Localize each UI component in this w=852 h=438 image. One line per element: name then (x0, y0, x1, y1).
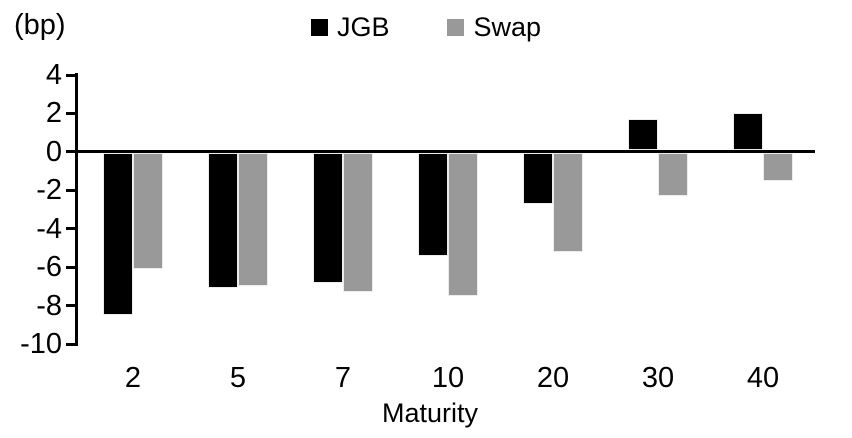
y-axis-tick-label: 4 (45, 59, 62, 91)
y-axis-tick (66, 150, 78, 154)
bar-swap-2 (133, 153, 163, 270)
y-axis-tick-label: -6 (36, 251, 62, 284)
bar-jgb-40 (733, 113, 763, 151)
y-axis-tick (66, 111, 78, 115)
legend-label-jgb: JGB (336, 12, 390, 42)
x-axis-tick-label: 20 (536, 362, 570, 394)
bar-swap-40 (763, 153, 793, 181)
bar-jgb-10 (418, 153, 448, 256)
y-axis-tick-label: -4 (36, 212, 62, 245)
legend-swatch-swap (447, 18, 465, 36)
y-axis-tick-label: 2 (45, 97, 62, 130)
bar-swap-5 (238, 153, 268, 287)
x-axis-tick-label: 30 (641, 362, 675, 394)
bar-swap-7 (343, 153, 373, 293)
zero-axis-line (75, 150, 815, 154)
x-axis-tick-label: 2 (124, 362, 142, 394)
legend-item-jgb: JGB (310, 12, 390, 42)
y-axis-tick-label: -8 (36, 289, 62, 322)
bar-swap-20 (553, 153, 583, 252)
bar-jgb-30 (628, 119, 658, 151)
y-axis-line (75, 73, 78, 346)
y-axis-tick (66, 265, 78, 269)
bar-jgb-7 (313, 153, 343, 283)
y-axis-tick (66, 188, 78, 192)
x-axis-tick-label: 7 (334, 362, 352, 394)
legend-item-swap: Swap (447, 12, 541, 42)
x-axis-title: Maturity (381, 398, 479, 428)
y-axis-tick-label: 0 (45, 135, 62, 168)
y-axis-tick (66, 342, 78, 346)
legend-swatch-jgb (310, 18, 328, 36)
x-axis-tick-label: 10 (431, 362, 465, 394)
x-axis-tick-label: 40 (746, 362, 780, 394)
bar-swap-30 (658, 153, 688, 197)
bar-jgb-20 (523, 153, 553, 204)
y-axis-tick-label: -2 (36, 174, 62, 207)
y-axis-tick (66, 73, 78, 77)
bar-jgb-5 (208, 153, 238, 289)
x-axis-tick-label: 5 (229, 362, 247, 394)
y-axis-tick (66, 227, 78, 231)
bar-jgb-2 (103, 153, 133, 316)
legend-label-swap: Swap (473, 12, 542, 42)
bar-swap-10 (448, 153, 478, 296)
y-axis-tick-label: -10 (20, 328, 62, 360)
y-axis-unit-label: (bp) (14, 9, 66, 41)
y-axis-tick (66, 304, 78, 308)
legend: JGB Swap (0, 12, 852, 42)
